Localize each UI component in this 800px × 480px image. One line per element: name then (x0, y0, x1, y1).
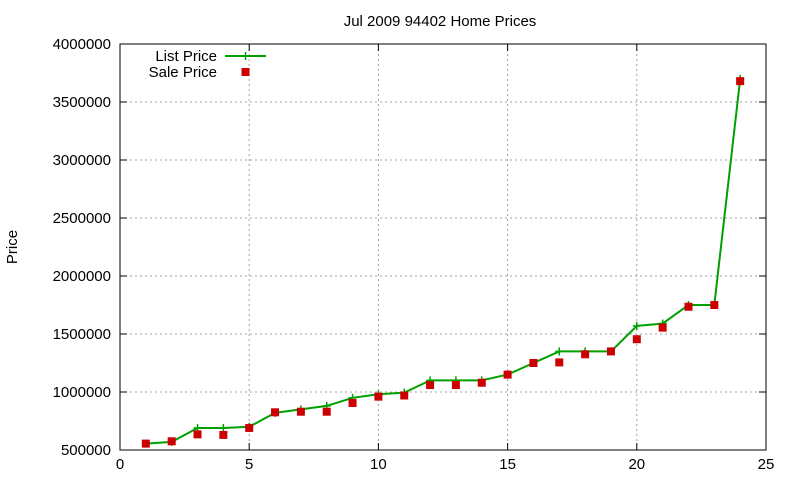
sale-price-point (271, 408, 280, 417)
legend-marker (241, 68, 250, 76)
sale-price-point (219, 430, 228, 439)
legend-label: Sale Price (149, 64, 217, 81)
list-price-point (219, 423, 228, 432)
list-price-point (555, 347, 564, 356)
list-price-line (145, 78, 742, 445)
sale-price-point (426, 381, 435, 390)
sale-price-point (141, 439, 150, 448)
sale-price-point (374, 392, 383, 401)
sale-price-series (141, 77, 745, 448)
x-tick-label: 10 (370, 456, 387, 473)
legend-marker (241, 52, 250, 60)
sale-price-point (736, 77, 745, 86)
y-tick-label: 4000000 (53, 36, 111, 53)
sale-price-point (348, 399, 357, 408)
sale-price-point (193, 430, 202, 439)
sale-price-point (555, 358, 564, 367)
sale-price-point (529, 359, 538, 367)
plot-frame (119, 43, 767, 451)
y-tick-label: 2500000 (53, 210, 111, 227)
list-price-point (632, 321, 641, 330)
sale-price-point (245, 423, 254, 432)
sale-price-point (477, 378, 486, 387)
x-tick-label: 5 (245, 456, 253, 473)
sale-price-point (400, 391, 409, 400)
list-price-series (141, 74, 745, 448)
x-tick-label: 15 (499, 456, 516, 473)
sale-price-point (632, 335, 641, 344)
chart-title: Jul 2009 94402 Home Prices (344, 13, 537, 30)
sale-price-point (296, 407, 305, 416)
y-tick-label: 3500000 (53, 94, 111, 111)
sale-price-point (606, 347, 615, 356)
y-tick-label: 1000000 (53, 384, 111, 401)
sale-price-point (581, 350, 590, 359)
y-tick-label: 3000000 (53, 152, 111, 169)
sale-price-point (684, 302, 693, 311)
series-layer (141, 74, 745, 448)
sale-price-point (658, 323, 667, 332)
sale-price-point (451, 381, 460, 390)
sale-price-point (710, 301, 719, 309)
y-tick-label: 2000000 (53, 268, 111, 285)
sale-price-point (322, 407, 331, 416)
x-tick-label: 25 (758, 456, 775, 473)
legend-item-sale-price: Sale Price (149, 64, 250, 81)
axis-ticks: 0 5 10 15 20 25 500000 1000000 1500000 2000000 250… (53, 36, 775, 473)
y-tick-label: 500000 (61, 442, 111, 459)
grid (120, 44, 766, 450)
y-tick-label: 1500000 (53, 326, 111, 343)
legend-item-list-price: List Price (155, 48, 266, 65)
y-axis-title: Price (4, 230, 21, 264)
sale-price-point (167, 437, 176, 446)
x-tick-label: 0 (116, 456, 124, 473)
sale-price-point (503, 370, 512, 379)
x-tick-label: 20 (628, 456, 645, 473)
legend-label: List Price (155, 48, 217, 65)
